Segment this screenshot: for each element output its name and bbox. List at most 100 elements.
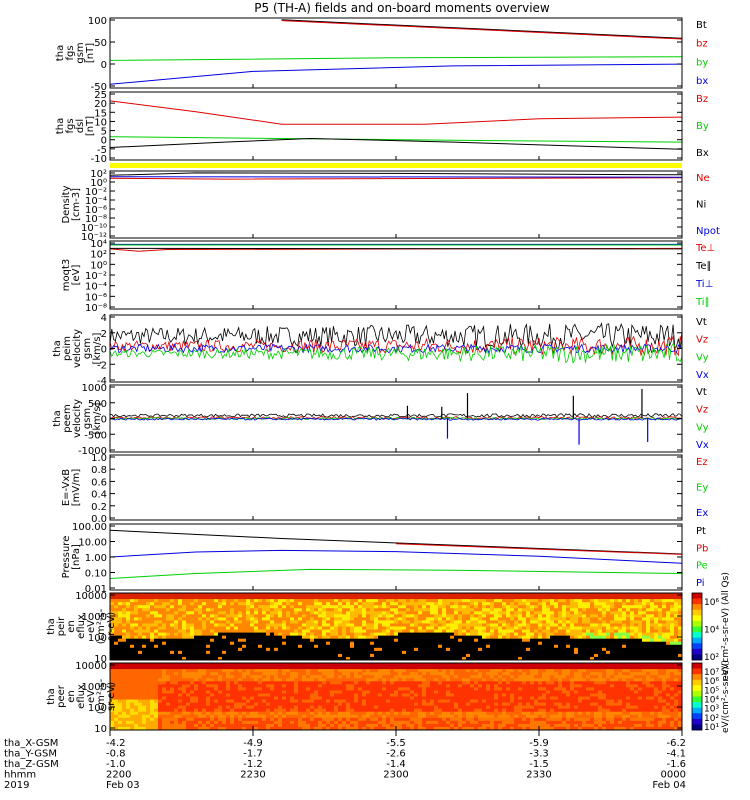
heatmap-cell: [294, 675, 299, 679]
heatmap-cell: [154, 690, 159, 694]
heatmap-cell: [346, 684, 351, 688]
heatmap-cell: [366, 663, 371, 667]
heatmap-cell: [138, 696, 143, 700]
heatmap-cell: [294, 635, 299, 640]
heatmap-cell: [642, 656, 647, 661]
heatmap-cell: [354, 702, 359, 707]
heatmap-cell: [210, 653, 215, 658]
heatmap-cell: [594, 653, 599, 658]
heatmap-cell: [174, 614, 179, 618]
series-Pb: [395, 543, 683, 555]
heatmap-cell: [610, 608, 615, 612]
heatmap-cell: [346, 605, 351, 609]
heatmap-cell: [458, 632, 463, 637]
heatmap-cell: [602, 632, 607, 637]
legend-entry: Pe: [696, 561, 708, 572]
heatmap-cell: [466, 602, 471, 606]
y-label-line: [nPa]: [71, 544, 82, 570]
heatmap-cell: [654, 632, 659, 637]
heatmap-cell: [594, 626, 599, 630]
heatmap-cell: [138, 644, 143, 649]
heatmap-cell: [334, 611, 339, 615]
heatmap-cell: [338, 644, 343, 649]
heatmap-cell: [138, 684, 143, 688]
heatmap-cell: [170, 672, 175, 676]
heatmap-cell: [626, 635, 631, 640]
heatmap-cell: [250, 690, 255, 694]
heatmap-cell: [186, 699, 191, 703]
heatmap-cell: [242, 647, 247, 652]
heatmap-cell: [370, 711, 375, 716]
heatmap-cell: [566, 617, 571, 621]
heatmap-cell: [410, 599, 415, 603]
heatmap-cell: [190, 656, 195, 661]
y-label-line: en: [66, 620, 77, 633]
heatmap-cell: [574, 620, 579, 624]
heatmap-cell: [274, 605, 279, 609]
legend-entry: by: [696, 57, 708, 68]
heatmap-cell: [278, 696, 283, 700]
heatmap-cell: [590, 647, 595, 652]
heatmap-cell: [210, 599, 215, 603]
heatmap-cell: [158, 611, 163, 615]
heatmap-cell: [182, 632, 187, 637]
heatmap-cell: [586, 650, 591, 655]
heatmap-cell: [434, 629, 439, 633]
heatmap-cell: [210, 711, 215, 716]
heatmap-cell: [302, 711, 307, 716]
heatmap-cell: [510, 620, 515, 624]
heatmap-cell: [170, 650, 175, 655]
heatmap-cell: [414, 617, 419, 621]
heatmap-cell: [466, 644, 471, 649]
heatmap-cell: [258, 678, 263, 682]
heatmap-cell: [170, 687, 175, 691]
heatmap-cell: [538, 641, 543, 646]
heatmap-cell: [614, 611, 619, 615]
heatmap-cell: [562, 647, 567, 652]
heatmap-cell: [198, 617, 203, 621]
heatmap-cell: [310, 641, 315, 646]
heatmap-cell: [322, 641, 327, 646]
heatmap-cell: [350, 626, 355, 630]
heatmap-cell: [186, 663, 191, 667]
heatmap-cell: [138, 626, 143, 630]
y-label-line: tha: [55, 45, 66, 61]
heatmap-cell: [190, 617, 195, 621]
heatmap-cell: [126, 626, 131, 630]
heatmap-cell: [314, 681, 319, 685]
heatmap-cell: [426, 620, 431, 624]
heatmap-cell: [538, 629, 543, 633]
heatmap-cell: [126, 656, 131, 661]
heatmap-cell: [310, 635, 315, 640]
heatmap-cell: [278, 687, 283, 691]
heatmap-cell: [110, 678, 115, 682]
heatmap-cell: [114, 696, 119, 700]
heatmap-cell: [258, 717, 263, 722]
heatmap-cell: [254, 653, 259, 658]
heatmap-cell: [242, 623, 247, 627]
heatmap-cell: [398, 617, 403, 621]
heatmap-cell: [282, 726, 287, 731]
heatmap-cell: [378, 614, 383, 618]
heatmap-cell: [306, 669, 311, 673]
colorbar-cell: [692, 604, 702, 611]
heatmap-cell: [254, 605, 259, 609]
heatmap-cell: [170, 711, 175, 716]
heatmap-cell: [238, 693, 243, 697]
heatmap-cell: [246, 681, 251, 685]
heatmap-cell: [114, 596, 119, 600]
heatmap-cell: [606, 626, 611, 630]
heatmap-cell: [578, 656, 583, 661]
heatmap-cell: [154, 623, 159, 627]
heatmap-cell: [630, 596, 635, 600]
heatmap-cell: [154, 638, 159, 643]
heatmap-cell: [418, 602, 423, 606]
heatmap-cell: [594, 632, 599, 637]
heatmap-cell: [338, 614, 343, 618]
heatmap-cell: [638, 629, 643, 633]
heatmap-cell: [166, 663, 171, 667]
heatmap-cell: [542, 593, 547, 597]
heatmap-cell: [502, 644, 507, 649]
heatmap-cell: [310, 702, 315, 707]
heatmap-cell: [442, 650, 447, 655]
